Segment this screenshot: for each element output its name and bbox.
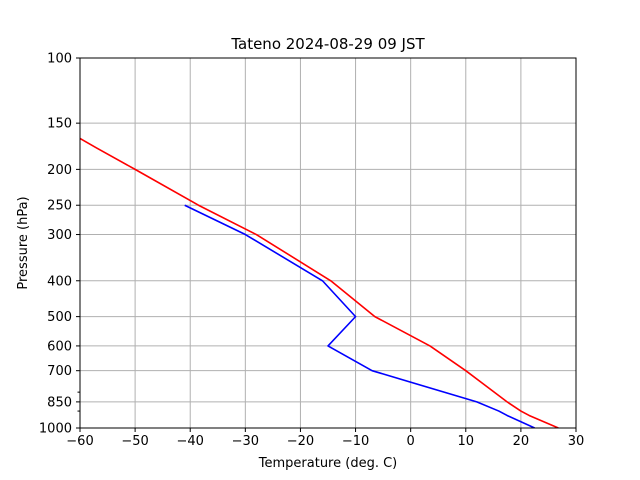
y-tick-label: 100 [47,52,72,67]
y-tick-label: 400 [47,274,72,289]
plot-frame [79,57,577,429]
x-axis-label: Temperature (deg. C) [258,456,397,471]
x-tick-label: 30 [568,434,585,449]
y-tick-label: 200 [47,163,72,178]
temperature-line [80,137,559,428]
x-tick-label: −30 [232,434,259,449]
x-tick-label: −10 [342,434,369,449]
x-tick-label: −20 [287,434,314,449]
x-tick-label: −60 [66,434,93,449]
x-axis-ticks: −60 −50 −40 −30 −20 −10 0 10 20 30 [66,428,584,449]
x-tick-label: 20 [513,434,530,449]
y-tick-label: 300 [47,228,72,243]
y-tick-label: 1000 [39,422,72,437]
chart-title: Tateno 2024-08-29 09 JST [230,35,425,53]
y-axis-ticks: 100 150 200 250 300 400 500 600 700 850 1000 [39,52,80,437]
x-tick-label: 10 [458,434,475,449]
y-tick-label: 850 [47,395,72,410]
y-tick-label: 250 [47,199,72,214]
series-lines [80,137,559,428]
x-tick-label: −40 [177,434,204,449]
y-axis-label: Pressure (hPa) [16,196,31,289]
x-tick-label: 0 [407,434,415,449]
y-tick-label: 700 [47,364,72,379]
y-tick-label: 500 [47,310,72,325]
grid [79,57,577,429]
x-tick-label: −50 [121,434,148,449]
dewpoint-line [184,204,536,428]
y-tick-label: 600 [47,339,72,354]
y-tick-label: 150 [47,117,72,132]
